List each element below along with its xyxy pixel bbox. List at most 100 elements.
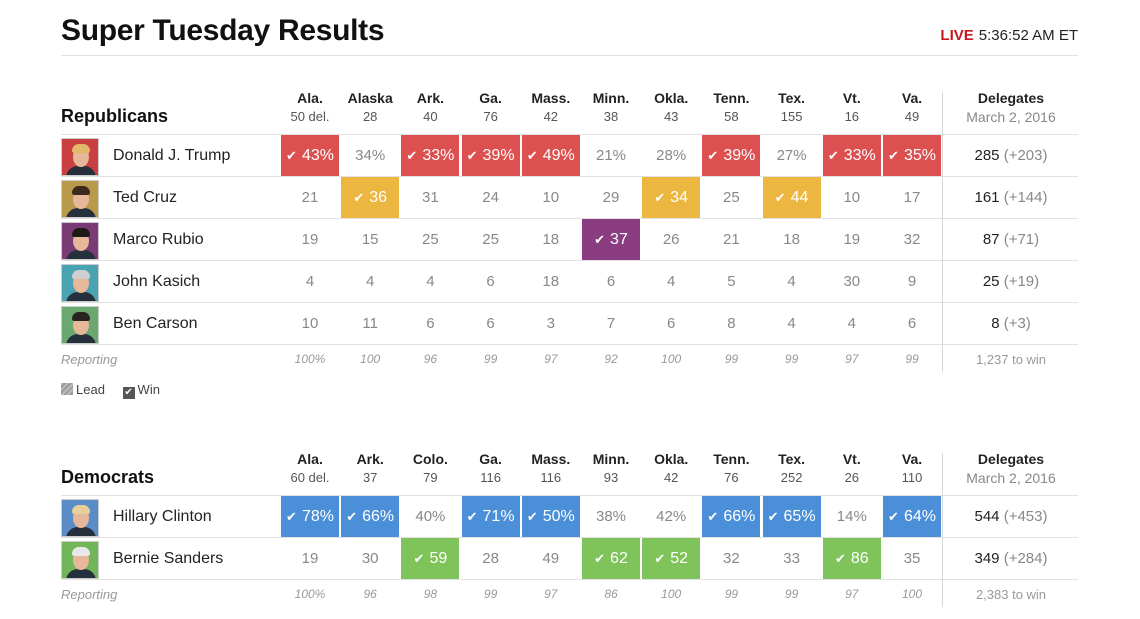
state-abbr: Ala. xyxy=(297,451,323,467)
candidate-name: Ben Carson xyxy=(113,315,198,332)
result-cell: 38% xyxy=(595,508,627,525)
reporting-percent: 96 xyxy=(423,352,438,366)
state-delegates: 60 del. xyxy=(290,470,330,485)
delegate-count: 349 xyxy=(974,550,1000,567)
candidate-row: Ted Cruz 21 36 31 24 10 29 34 25 44 10 17 161 (+144) xyxy=(61,176,1078,219)
state-column-header: Va. 110 xyxy=(882,451,942,485)
reporting-percent: 100 xyxy=(901,587,923,601)
state-abbr: Mass. xyxy=(531,90,571,106)
state-abbr: Ga. xyxy=(479,451,502,467)
state-column-header: Okla. 42 xyxy=(641,451,701,485)
state-delegates: 50 del. xyxy=(290,109,330,124)
state-column-header: Vt. 26 xyxy=(822,451,882,485)
state-abbr: Ark. xyxy=(356,451,384,467)
avatar-hair xyxy=(72,144,90,153)
state-delegates: 76 xyxy=(724,470,739,485)
candidate-row: Hillary Clinton78%66%40%71%50%38%42%66%6… xyxy=(61,495,1078,538)
candidate-name: Marco Rubio xyxy=(113,231,204,248)
delegate-count: 544 xyxy=(974,508,1000,525)
state-delegates: 79 xyxy=(423,470,438,485)
delegates-column-header: Delegates March 2, 2016 xyxy=(944,90,1078,125)
result-cell-win: 49% xyxy=(520,135,581,177)
delegate-gain: (+203) xyxy=(1003,147,1048,164)
result-cell-win: 35% xyxy=(882,135,942,177)
reporting-percent: 100 xyxy=(360,352,381,366)
column-divider xyxy=(942,92,943,372)
result-cell: 18 xyxy=(542,231,560,248)
reporting-percent: 97 xyxy=(544,352,558,366)
result-cell: 3 xyxy=(546,315,555,332)
candidate-row: Marco Rubio 19 15 25 25 18 37 26 21 18 19 32 87 (+71… xyxy=(61,218,1078,261)
result-cell: 25 xyxy=(422,231,439,248)
result-cell: 26 xyxy=(662,231,680,248)
reporting-percent: 99 xyxy=(483,587,498,601)
candidate-row: John Kasich 4 4 4 6 18 6 4 5 4 30 9 25 (+19) xyxy=(61,260,1078,302)
result-cell: 25 xyxy=(723,189,740,206)
candidate-avatar xyxy=(61,222,99,260)
result-cell: 42% xyxy=(656,508,687,525)
candidate-delegates: 8 (+3) xyxy=(944,303,1078,345)
state-column-header: Alaska 28 xyxy=(340,90,400,124)
state-abbr: Colo. xyxy=(412,451,448,467)
delegate-count: 8 xyxy=(991,315,1000,332)
avatar-hair xyxy=(72,186,90,195)
state-abbr: Va. xyxy=(901,451,923,467)
delegates-date: March 2, 2016 xyxy=(966,470,1056,486)
state-column-header: Ala. 50 del. xyxy=(280,90,340,124)
state-column-header: Vt. 16 xyxy=(822,90,882,124)
state-column-header: Minn. 38 xyxy=(581,90,641,124)
avatar-body xyxy=(66,250,96,259)
result-cell-win: 65% xyxy=(761,496,822,538)
result-cell: 11 xyxy=(362,315,378,332)
candidate-delegates: 25 (+19) xyxy=(944,261,1078,303)
state-delegates: 49 xyxy=(904,109,920,124)
result-cell-win: 33% xyxy=(821,135,882,177)
state-delegates: 42 xyxy=(543,109,559,124)
state-abbr: Okla. xyxy=(654,90,689,106)
reporting-percent: 92 xyxy=(604,352,618,366)
state-delegates: 58 xyxy=(724,109,739,124)
result-cell: 18 xyxy=(542,273,560,290)
result-cell: 29 xyxy=(602,189,620,206)
delegate-count: 25 xyxy=(982,273,1000,290)
result-cell-win: 39% xyxy=(460,135,521,177)
candidate-avatar xyxy=(61,306,99,344)
candidate-row: Donald J. Trump43%34%33%39%49%21%28%39%2… xyxy=(61,134,1078,177)
candidate-delegates: 349 (+284) xyxy=(944,538,1078,580)
state-column-header: Colo. 79 xyxy=(400,451,460,485)
candidate-avatar xyxy=(61,499,99,537)
party-name: Republicans xyxy=(61,106,169,126)
result-cell: 33 xyxy=(783,550,800,567)
result-cell: 17 xyxy=(903,189,921,206)
delegate-gain: (+71) xyxy=(1003,231,1040,248)
reporting-row: Reporting 100% 96 98 99 97 86 100 99 99 97 100 2,383… xyxy=(61,579,1078,607)
state-abbr: Tex. xyxy=(778,451,806,467)
avatar-hair xyxy=(72,270,90,279)
avatar-body xyxy=(66,166,96,175)
result-cell: 6 xyxy=(667,315,676,332)
result-cell-win: 64% xyxy=(882,496,942,538)
result-cell-win: 71% xyxy=(460,496,521,538)
reporting-percent: 98 xyxy=(423,587,438,601)
state-column-header: Ga. 116 xyxy=(461,451,521,485)
candidate-avatar xyxy=(61,264,99,302)
result-cell: 4 xyxy=(847,315,856,332)
result-cell: 18 xyxy=(783,231,800,248)
state-abbr: Ala. xyxy=(297,90,323,106)
result-cell: 28% xyxy=(656,147,687,164)
state-abbr: Va. xyxy=(901,90,923,106)
delegates-date: March 2, 2016 xyxy=(966,109,1056,125)
reporting-percent: 100% xyxy=(294,352,326,366)
result-cell: 19 xyxy=(301,550,319,567)
avatar-body xyxy=(66,527,96,536)
reporting-percent: 100% xyxy=(294,587,326,601)
state-delegates: 43 xyxy=(663,109,679,124)
result-cell: 4 xyxy=(667,273,676,290)
avatar-hair xyxy=(72,312,90,321)
state-column-header: Tenn. 58 xyxy=(701,90,761,124)
legend-win: ✔ Win xyxy=(122,382,160,399)
delegates-column-header: Delegates March 2, 2016 xyxy=(944,451,1078,486)
avatar-hair xyxy=(72,228,90,237)
result-cell: 6 xyxy=(486,273,495,290)
result-cell: 14% xyxy=(836,508,867,525)
